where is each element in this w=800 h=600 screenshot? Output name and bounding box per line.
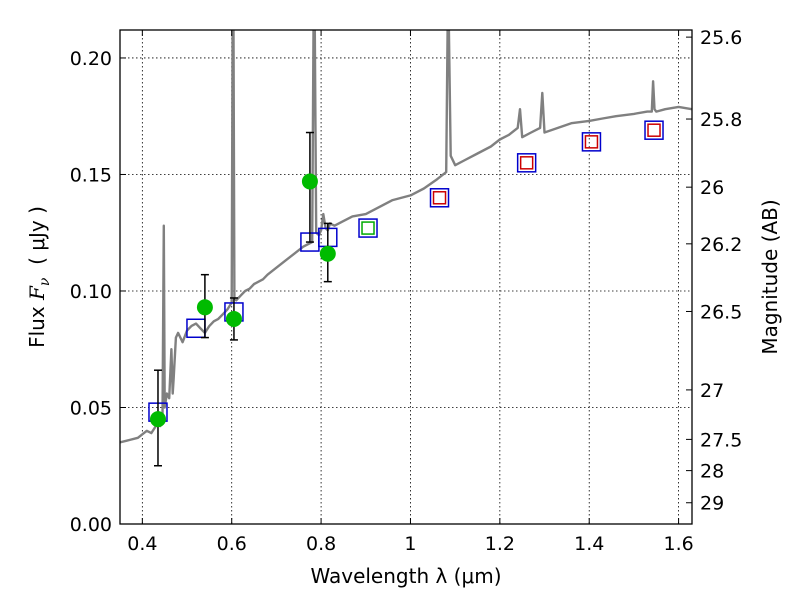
axis-ticks bbox=[120, 30, 692, 525]
x-tick-label: 1.6 bbox=[663, 533, 693, 555]
spectrum-line bbox=[120, 30, 692, 444]
plot-frame bbox=[119, 29, 693, 525]
y-axis-label-symbol: F bbox=[25, 285, 49, 301]
model-photometry-box bbox=[644, 120, 664, 140]
data-layer bbox=[120, 30, 692, 467]
model-photometry-inner-box bbox=[432, 191, 447, 205]
x-axis-label: Wavelength λ (μm) bbox=[310, 564, 501, 588]
y-axis-label-prefix: Flux bbox=[25, 300, 49, 348]
model-photometry-inner-box bbox=[361, 221, 375, 235]
model-photometry-inner-box bbox=[584, 135, 599, 149]
x-tick-label: 1.4 bbox=[574, 533, 604, 555]
y-axis-label: Flux Fν ( μJy ) bbox=[25, 206, 53, 348]
axis-tick-labels: 0.4 0.6 0.8 1 1.2 1.4 1.6 0.00 0.05 0.10 0.15 0.20 2… bbox=[70, 27, 743, 555]
y2-tick-label: 27 bbox=[700, 380, 724, 402]
y-tick-label: 0.10 bbox=[70, 281, 112, 303]
observed-photometry-point bbox=[196, 299, 213, 316]
model-photometry-box bbox=[581, 132, 602, 152]
y-tick-label: 0.20 bbox=[70, 48, 112, 70]
y-tick-label: 0.15 bbox=[70, 164, 112, 186]
model-photometry-box bbox=[429, 188, 450, 208]
y2-tick-label: 26.2 bbox=[700, 234, 742, 256]
observed-photometry-point bbox=[225, 310, 242, 327]
y2-tick-label: 27.5 bbox=[700, 429, 742, 451]
model-photometry-box bbox=[358, 218, 378, 238]
y2-tick-label: 25.8 bbox=[700, 109, 742, 131]
y2-tick-label: 26.5 bbox=[700, 301, 742, 323]
y2-tick-label: 28 bbox=[700, 461, 724, 483]
y2-tick-label: 26 bbox=[700, 177, 724, 199]
observed-photometry-point bbox=[149, 411, 166, 428]
model-photometry-inner-box bbox=[647, 123, 661, 137]
observed-photometry-point bbox=[301, 173, 318, 190]
x-tick-label: 0.6 bbox=[217, 533, 247, 555]
observed-photometry-point bbox=[319, 245, 336, 262]
y2-tick-label: 25.6 bbox=[700, 27, 742, 49]
x-tick-label: 1 bbox=[404, 533, 416, 555]
y2-axis-label: Magnitude (AB) bbox=[758, 199, 782, 354]
y2-tick-label: 29 bbox=[700, 493, 724, 515]
y-axis-label-subscript: ν bbox=[37, 277, 53, 286]
y-tick-label: 0.05 bbox=[70, 397, 112, 419]
y-tick-label: 0.00 bbox=[70, 514, 112, 536]
y-axis-label-units: ( μJy ) bbox=[25, 206, 49, 278]
model-photometry-inner-box bbox=[519, 156, 534, 170]
grid-lines bbox=[120, 30, 692, 525]
x-tick-label: 0.4 bbox=[127, 533, 157, 555]
x-tick-label: 0.8 bbox=[306, 533, 336, 555]
x-tick-label: 1.2 bbox=[485, 533, 515, 555]
model-photometry-box bbox=[516, 153, 537, 173]
